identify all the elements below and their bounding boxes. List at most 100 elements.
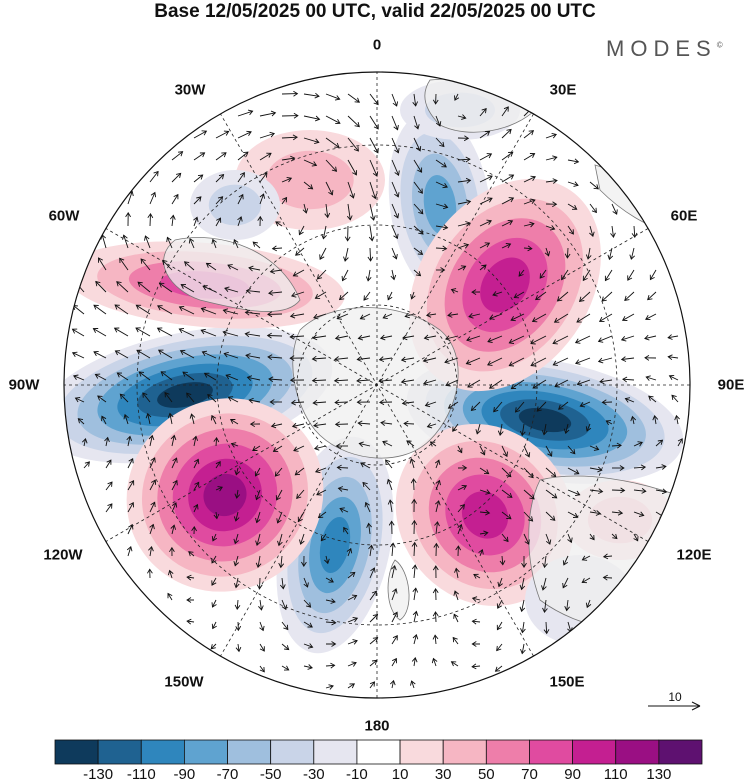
wind-vector xyxy=(326,641,337,647)
wind-vector xyxy=(620,335,635,342)
lon-label-120w: 120W xyxy=(43,546,83,564)
wind-vector xyxy=(246,375,261,381)
wind-vector xyxy=(562,577,569,589)
wind-vector xyxy=(520,621,526,634)
wind-vector xyxy=(386,478,393,491)
colorbar-cell xyxy=(615,739,660,765)
brand-logo: MODES© xyxy=(606,36,723,62)
wind-vector xyxy=(167,412,174,425)
wind-vector xyxy=(303,643,314,649)
wind-vector xyxy=(579,401,591,408)
wind-vector xyxy=(479,467,490,475)
wind-vector xyxy=(435,203,449,210)
wind-vector xyxy=(259,621,265,632)
wind-vector xyxy=(276,511,283,524)
wind-vector xyxy=(466,335,481,342)
wind-vector xyxy=(479,219,492,227)
wind-vector xyxy=(567,533,573,544)
wind-vector xyxy=(564,247,571,259)
wind-vector xyxy=(475,423,482,435)
wind-vector xyxy=(93,350,107,359)
wind-vector xyxy=(166,236,173,249)
wind-vector xyxy=(601,399,613,406)
wind-vector xyxy=(471,596,481,602)
wind-vector xyxy=(541,577,547,591)
wind-vector xyxy=(429,441,437,447)
colorbar-cell xyxy=(442,739,487,765)
wind-vector xyxy=(479,153,493,161)
wind-vector xyxy=(255,533,261,547)
negative-anomaly xyxy=(190,170,280,240)
wind-vector xyxy=(258,599,264,611)
wind-vector xyxy=(303,115,321,122)
wind-vector xyxy=(105,459,112,469)
wind-vector xyxy=(319,247,327,260)
wind-vector xyxy=(523,489,535,500)
wind-vector xyxy=(302,203,309,214)
wind-vector xyxy=(215,152,227,161)
wind-vector xyxy=(487,357,503,366)
wind-vector xyxy=(471,641,480,647)
wind-vector xyxy=(523,221,535,228)
lon-label-150w: 150W xyxy=(164,673,204,691)
wind-vector xyxy=(113,327,129,337)
wind-vector xyxy=(292,269,305,277)
colorbar-tick-label: -30 xyxy=(302,766,325,783)
wind-vector xyxy=(447,401,459,409)
wind-vector xyxy=(400,356,415,363)
wind-vector xyxy=(188,238,195,249)
lon-label-150e: 150E xyxy=(549,673,585,691)
wind-vector xyxy=(119,257,129,271)
wind-vector xyxy=(604,269,613,282)
wind-vector xyxy=(334,356,349,362)
wind-vector xyxy=(136,349,151,359)
wind-vector xyxy=(266,332,283,339)
wind-vector xyxy=(530,357,547,367)
wind-vector xyxy=(391,93,399,107)
lon-label-30w: 30W xyxy=(174,81,206,99)
wind-vector xyxy=(333,377,349,384)
wind-vector xyxy=(233,239,239,249)
wind-vector xyxy=(581,577,591,584)
wind-vector xyxy=(235,621,242,632)
wind-vector xyxy=(334,399,349,406)
wind-vector xyxy=(167,569,174,579)
wind-vector xyxy=(158,282,173,293)
colorbar-cell xyxy=(227,739,272,765)
wind-vector xyxy=(620,356,635,362)
wind-vector xyxy=(369,137,379,154)
wind-vector xyxy=(245,288,261,294)
wind-vector xyxy=(412,610,419,623)
wind-vector xyxy=(147,212,154,227)
colorbar-tick-label: -110 xyxy=(126,766,156,783)
wind-vector xyxy=(303,181,314,190)
wind-vector xyxy=(344,225,351,242)
wind-vector xyxy=(513,291,525,299)
wind-vector xyxy=(521,556,527,568)
wind-vector xyxy=(303,159,318,167)
wind-vector xyxy=(435,245,448,252)
wind-vector xyxy=(431,657,438,667)
lon-label-90e: 90E xyxy=(717,376,745,394)
wind-vector xyxy=(624,291,635,301)
wind-vector xyxy=(170,434,177,447)
lon-label-30e: 30E xyxy=(549,81,577,99)
wind-vector xyxy=(478,549,484,557)
wind-vector xyxy=(364,501,371,513)
colorbar-tick-label: 130 xyxy=(646,766,672,783)
wind-vector xyxy=(473,573,481,579)
lon-label-0: 0 xyxy=(372,36,382,54)
wind-vector xyxy=(599,378,613,385)
wind-vector xyxy=(157,305,173,315)
wind-vector xyxy=(523,511,534,522)
wind-vector xyxy=(391,611,398,623)
wind-vector xyxy=(169,214,176,227)
wind-vector xyxy=(389,542,396,557)
wind-vector xyxy=(426,422,437,429)
wind-vector xyxy=(186,574,195,581)
wind-vector xyxy=(149,501,156,513)
wind-vector xyxy=(293,445,305,452)
wind-vector xyxy=(135,304,151,315)
wind-vector xyxy=(542,555,548,569)
